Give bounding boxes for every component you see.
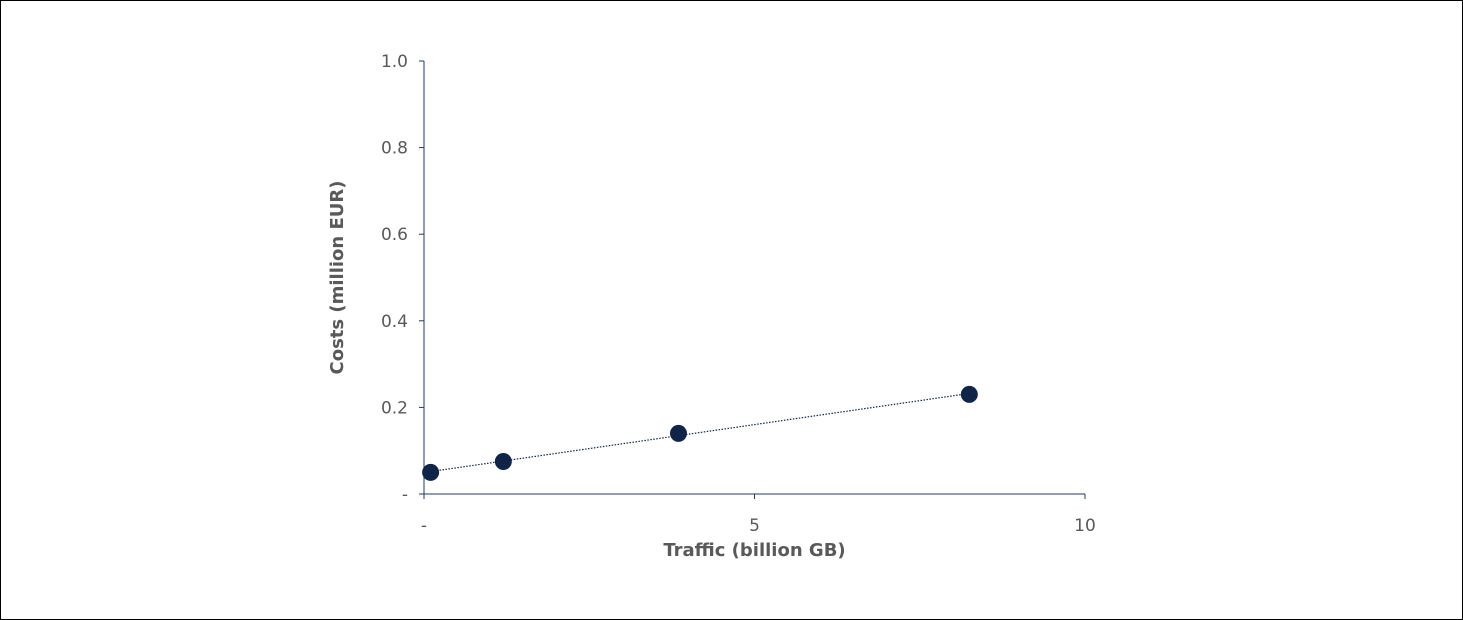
data-point bbox=[422, 463, 440, 481]
trendline-group bbox=[430, 392, 970, 473]
data-points bbox=[422, 385, 978, 481]
x-tick-label: 10 bbox=[1074, 516, 1096, 536]
y-tick-label: 1.0 bbox=[381, 52, 408, 72]
y-tick-label: 0.4 bbox=[381, 312, 408, 332]
y-tick-label: 0.2 bbox=[381, 398, 408, 418]
x-axis-title: Traffic (billion GB) bbox=[663, 540, 845, 561]
data-point bbox=[669, 424, 687, 442]
tick-labels: - 0.2 0.4 0.6 0.8 1.0 - 5 10 bbox=[381, 52, 1096, 536]
x-tick-label: 5 bbox=[749, 516, 760, 536]
y-axis-title: Costs (million EUR) bbox=[327, 181, 348, 375]
data-point bbox=[960, 385, 978, 403]
x-tick-label: - bbox=[421, 516, 427, 536]
y-tick-label: 0.6 bbox=[381, 225, 408, 245]
axes bbox=[419, 60, 1086, 499]
data-point bbox=[494, 453, 512, 471]
trendline bbox=[430, 392, 970, 473]
y-tick-label: 0.8 bbox=[381, 139, 408, 159]
y-tick-label: - bbox=[402, 485, 408, 505]
